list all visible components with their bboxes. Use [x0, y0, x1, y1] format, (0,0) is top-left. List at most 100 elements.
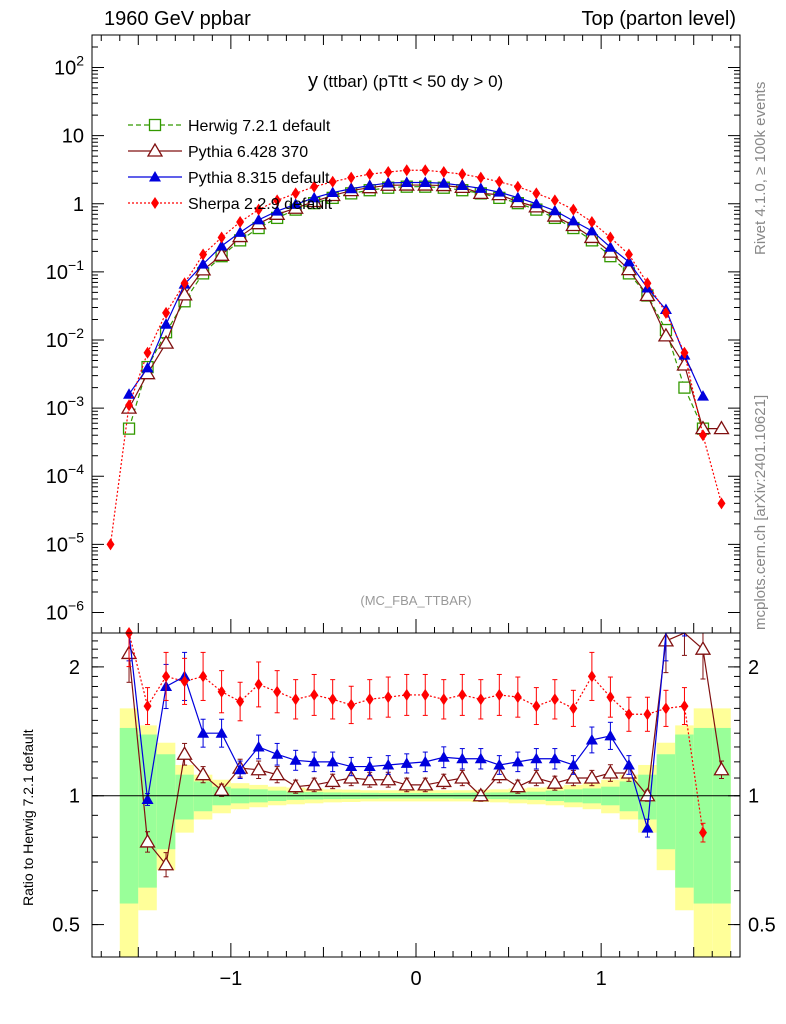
legend-entry-pythia6: Pythia 6.428 370	[128, 142, 308, 161]
ratio-point-pythia6	[509, 778, 526, 793]
main-y-tick-label: 1	[73, 194, 84, 216]
data-point-sherpa	[439, 166, 448, 179]
legend-label-herwig: Herwig 7.2.1 default	[188, 118, 331, 135]
ratio-point-sherpa	[532, 700, 541, 713]
ratio-band-green	[712, 727, 731, 904]
ratio-y-tick-label-right: 0.5	[748, 915, 776, 937]
series-line-sherpa	[109, 169, 723, 545]
main-y-tick-base: 10	[46, 330, 68, 352]
data-point-pythia8	[511, 191, 524, 203]
data-point-pythia8	[252, 213, 265, 225]
ratio-point-pythia8	[234, 763, 247, 775]
ratio-point-pythia6	[546, 774, 563, 789]
data-point-sherpa	[569, 203, 578, 216]
x-tick-label: 1	[596, 968, 607, 990]
main-y-tick-base: 10	[46, 398, 68, 420]
data-point-sherpa	[384, 166, 393, 179]
main-y-tick-exponent: −6	[68, 597, 84, 613]
x-tick-label: −1	[219, 968, 242, 990]
ratio-point-pythia8	[474, 752, 487, 764]
ratio-point-pythia6	[380, 771, 397, 786]
ratio-band-green	[675, 734, 694, 888]
ratio-point-pythia6	[417, 776, 434, 791]
ratio-point-pythia8	[585, 733, 598, 745]
plot-title: y (ttbar) (pTtt < 50 dy > 0)	[308, 70, 503, 92]
ratio-point-pythia6	[306, 776, 323, 791]
ratio-point-sherpa	[606, 691, 615, 704]
ratio-point-pythia6	[602, 764, 619, 779]
ratio-point-sherpa	[273, 685, 282, 698]
data-point-sherpa	[421, 164, 430, 177]
data-point-sherpa	[458, 168, 467, 181]
ratio-uncertainty-bands	[119, 708, 731, 957]
ratio-point-sherpa	[365, 693, 374, 706]
ratio-point-pythia8	[289, 754, 302, 765]
main-y-tick-base: 10	[46, 534, 68, 556]
data-point-pythia8	[345, 182, 358, 194]
data-point-sherpa	[365, 168, 374, 181]
legend-marker-sherpa	[151, 197, 159, 209]
data-point-pythia6	[176, 286, 193, 301]
ratio-point-pythia8	[308, 755, 321, 767]
ratio-point-pythia8	[493, 758, 506, 770]
data-point-sherpa	[125, 399, 134, 412]
data-point-herwig	[678, 381, 691, 394]
data-point-pythia8	[308, 191, 321, 203]
ratio-band-green	[656, 754, 676, 850]
ratio-point-pythia8	[215, 727, 228, 738]
legend-marker-herwig	[148, 118, 162, 132]
ratio-point-pythia8	[382, 758, 395, 770]
main-y-tick-label: 10	[62, 126, 84, 148]
series-sherpa	[106, 164, 726, 843]
main-y-tick-label: 10−6	[46, 597, 84, 624]
data-point-sherpa	[328, 175, 337, 188]
ratio-point-pythia8	[345, 760, 358, 772]
data-point-pythia6	[620, 261, 638, 276]
data-point-pythia8	[400, 176, 413, 188]
data-point-sherpa	[291, 187, 300, 200]
ratio-point-pythia8	[437, 751, 450, 762]
data-point-sherpa	[550, 194, 559, 207]
data-point-herwig	[122, 422, 136, 435]
ratio-point-sherpa	[476, 693, 485, 706]
ratio-band-green	[619, 781, 639, 812]
legend-label-sherpa: Sherpa 2.2.9 default	[188, 196, 333, 213]
ratio-point-pythia8	[419, 755, 432, 767]
ratio-point-sherpa	[587, 670, 596, 683]
data-point-pythia8	[234, 226, 247, 237]
main-y-tick-base: 10	[46, 262, 68, 284]
data-point-pythia8	[493, 186, 506, 197]
ratio-point-pythia8	[363, 760, 376, 772]
ratio-point-pythia6	[565, 769, 582, 784]
ratio-point-sherpa	[180, 675, 189, 688]
data-point-pythia6	[583, 229, 601, 244]
ratio-point-pythia6	[454, 769, 471, 784]
data-point-pythia8	[197, 258, 210, 269]
ratio-point-pythia8	[326, 755, 339, 767]
ratio-point-pythia6	[583, 769, 601, 784]
data-point-sherpa	[661, 306, 670, 319]
legend-entry-pythia8: Pythia 8.315 default	[128, 170, 330, 187]
ratio-point-pythia8	[271, 748, 284, 759]
ratio-point-pythia8	[400, 757, 413, 768]
data-point-pythia6	[713, 420, 730, 435]
ratio-point-pythia6	[157, 856, 175, 871]
ratio-point-sherpa	[569, 702, 578, 715]
ratio-point-sherpa	[680, 700, 689, 713]
main-y-tick-exponent: −1	[68, 257, 84, 273]
legend-label-pythia6: Pythia 6.428 370	[188, 144, 308, 161]
data-point-sherpa	[402, 164, 411, 177]
data-point-sherpa	[680, 346, 689, 359]
data-point-pythia8	[271, 205, 284, 216]
ratio-point-sherpa	[384, 691, 393, 704]
data-point-sherpa	[532, 187, 541, 200]
ratio-y-tick-label-right: 1	[748, 786, 759, 808]
ratio-point-sherpa	[402, 688, 411, 701]
data-point-pythia8	[585, 224, 598, 236]
main-y-tick-base: 10	[54, 58, 76, 80]
ratio-point-pythia6	[269, 766, 286, 781]
data-point-sherpa	[587, 215, 596, 228]
ratio-point-pythia6	[713, 761, 730, 776]
data-point-pythia8	[437, 177, 450, 188]
